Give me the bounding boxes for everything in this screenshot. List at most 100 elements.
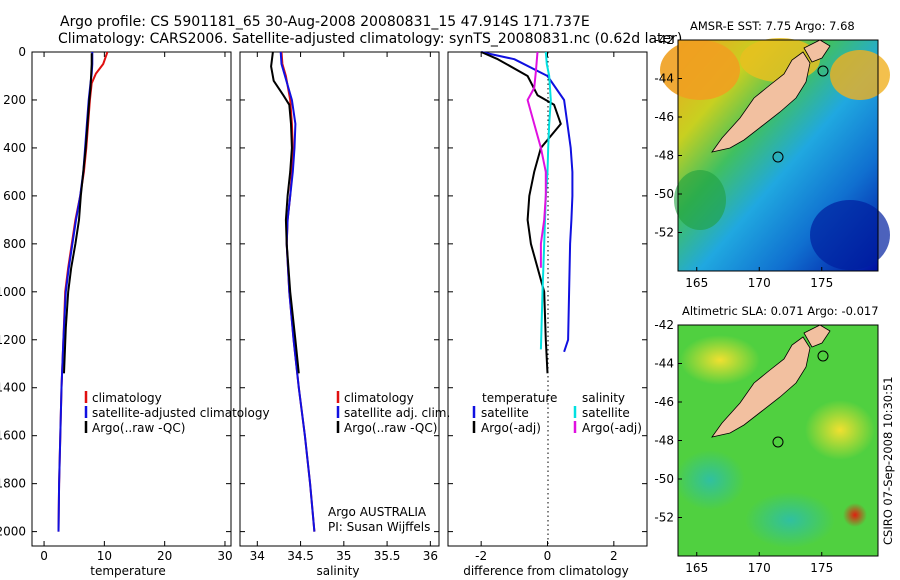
sst-map [660, 38, 890, 272]
depth-tick-label: 600 [3, 189, 26, 203]
x-tick-label: 20 [157, 549, 172, 563]
depth-tick-label: 2000 [0, 525, 26, 539]
map-x-tick-label: 170 [748, 561, 771, 575]
legend-label: Argo(..raw -QC) [92, 421, 185, 435]
salinity-series [270, 51, 316, 532]
sla-map-ticks: 165 170 175 -42 -44 -46 -48 -50 -52 [654, 318, 833, 575]
depth-tick-label: 1200 [0, 333, 26, 347]
difference-series [480, 51, 574, 374]
temperature-ticks: 0 10 20 30 [32, 51, 233, 563]
map-x-tick-label: 165 [685, 276, 708, 290]
figure-title-line2: Climatology: CARS2006. Satellite-adjuste… [58, 31, 682, 47]
depth-tick-label: 1600 [0, 429, 26, 443]
depth-tick-label: 1400 [0, 381, 26, 395]
sla-argo-marker [772, 436, 784, 448]
argo-program-label: Argo AUSTRALIA [328, 505, 427, 519]
x-tick-label: 35 [336, 549, 351, 563]
sst-map-title: AMSR-E SST: 7.75 Argo: 7.68 [690, 19, 855, 33]
difference-ticks: -2 0 2 [448, 51, 647, 563]
map-x-tick-label: 165 [685, 561, 708, 575]
x-tick-label: 34 [250, 549, 265, 563]
legend-header-temperature: temperature [482, 391, 557, 405]
series-line-argo [63, 53, 93, 374]
legend-label: satellite adj. clim. [344, 406, 450, 420]
temperature-legend: climatology satellite-adjusted climatolo… [84, 391, 270, 435]
sla-contour-marker [817, 350, 829, 362]
x-tick-label: 35.5 [374, 549, 401, 563]
x-tick-label: 10 [97, 549, 112, 563]
legend-label: satellite [582, 406, 630, 420]
x-tick-label: 0 [544, 549, 552, 563]
depth-tick-label: 1800 [0, 477, 26, 491]
series-line-argo_sal [526, 51, 547, 268]
map-y-tick-label: -46 [654, 110, 674, 124]
salinity-panel-frame [239, 51, 440, 547]
sla-map-title: Altimetric SLA: 0.071 Argo: -0.017 [682, 304, 879, 318]
map-y-tick-label: -44 [654, 72, 674, 86]
map-y-tick-label: -46 [654, 395, 674, 409]
difference-legend: temperature salinity satellite Argo(-adj… [472, 391, 642, 435]
sla-high-patch [680, 335, 760, 385]
sst-warm-patch [830, 50, 890, 100]
legend-label: satellite [481, 406, 529, 420]
legend-label: climatology [92, 391, 162, 405]
credit-stamp: CSIRO 07-Sep-2008 10:30:51 [881, 376, 895, 545]
sla-high-patch [805, 400, 875, 460]
sla-low-patch [745, 492, 835, 548]
depth-tick-label: 0 [18, 45, 26, 59]
map-y-tick-label: -52 [654, 511, 674, 525]
legend-label: Argo(-adj) [481, 421, 541, 435]
legend-label: climatology [344, 391, 414, 405]
series-line-argo [270, 51, 300, 374]
series-line-climatology [280, 51, 316, 532]
map-y-tick-label: -48 [654, 434, 674, 448]
x-tick-label: 36 [423, 549, 438, 563]
series-line-argo [480, 51, 562, 374]
legend-label: Argo(-adj) [582, 421, 642, 435]
north-landmass [803, 324, 831, 348]
difference-xlabel: difference from climatology [463, 564, 629, 578]
x-tick-label: 30 [217, 549, 232, 563]
sst-contour-marker [817, 65, 829, 77]
x-tick-label: -2 [475, 549, 487, 563]
salinity-xlabel: salinity [316, 564, 359, 578]
map-y-tick-label: -42 [654, 318, 674, 332]
map-y-tick-label: -48 [654, 149, 674, 163]
x-tick-label: 2 [610, 549, 618, 563]
map-x-tick-label: 175 [810, 276, 833, 290]
depth-tick-label: 400 [3, 141, 26, 155]
series-line-satellite [480, 51, 574, 353]
sla-peak-patch [843, 503, 867, 527]
depth-tick-label: 200 [3, 93, 26, 107]
sst-warm-patch [660, 40, 740, 100]
legend-label: satellite-adjusted climatology [92, 406, 270, 420]
temperature-xlabel: temperature [90, 564, 165, 578]
south-island-landmass [711, 336, 811, 438]
argo-pi-label: PI: Susan Wijffels [328, 520, 430, 534]
sst-map-ticks: 165 170 175 -42 -44 -46 -48 -50 -52 [654, 33, 833, 290]
map-x-tick-label: 175 [810, 561, 833, 575]
salinity-ticks: 34 34.5 35 35.5 36 [240, 51, 439, 563]
sst-argo-marker [772, 151, 784, 163]
depth-axis: 0 200 400 600 800 1000 1200 1400 1600 1800 2000 [0, 45, 26, 539]
temperature-series [57, 51, 109, 532]
x-tick-label: 34.5 [287, 549, 314, 563]
sst-cold-patch [810, 200, 890, 270]
sla-low-patch [675, 450, 745, 510]
sst-green-patch [674, 170, 726, 230]
series-line-sat_sal [539, 51, 552, 350]
figure-title-line1: Argo profile: CS 5901181_65 30-Aug-2008 … [60, 14, 590, 30]
sla-map [675, 324, 879, 557]
series-line-satellite [279, 51, 316, 532]
legend-header-salinity: salinity [582, 391, 625, 405]
legend-label: Argo(..raw -QC) [344, 421, 437, 435]
map-y-tick-label: -44 [654, 357, 674, 371]
map-y-tick-label: -52 [654, 226, 674, 240]
salinity-legend: climatology satellite adj. clim. Argo(..… [336, 391, 450, 435]
map-y-tick-label: -50 [654, 187, 674, 201]
map-y-tick-label: -42 [654, 33, 674, 47]
temperature-panel-frame [31, 51, 232, 547]
depth-tick-label: 1000 [0, 285, 26, 299]
map-y-tick-label: -50 [654, 472, 674, 486]
